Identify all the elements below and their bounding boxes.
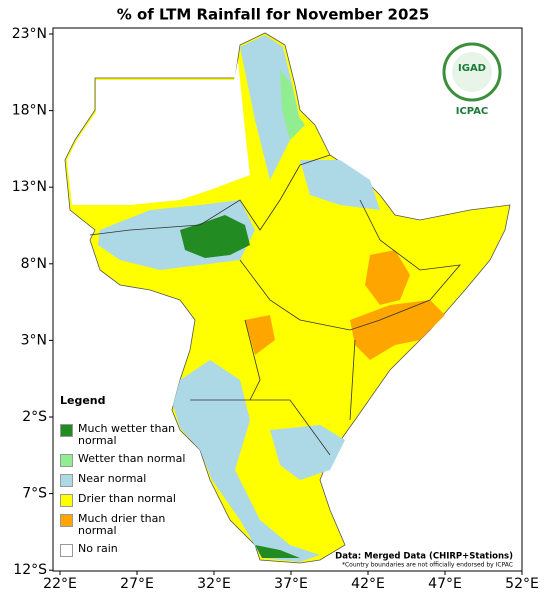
y-tick-label: 18°N — [12, 103, 47, 119]
y-tick-label: 2°S — [22, 409, 47, 425]
disclaimer: *Country boundaries are not officially e… — [342, 562, 513, 569]
much-wetter-south — [255, 545, 300, 558]
much-wetter-west — [180, 215, 250, 258]
logo-caption: ICPAC — [456, 106, 489, 117]
legend-swatch — [60, 494, 73, 507]
near-normal-east — [300, 160, 380, 210]
no-rain-area — [67, 60, 250, 205]
y-tick-label: 3°N — [21, 332, 47, 348]
legend-label: Much wetter than normal — [78, 422, 176, 447]
legend-swatch — [60, 514, 73, 527]
legend-item: Wetter than normal — [60, 453, 190, 467]
y-tick-label: 8°N — [21, 256, 47, 272]
logo-text: IGAD — [458, 63, 486, 74]
legend-label: Wetter than normal — [78, 452, 186, 465]
x-tick-label: 22°E — [43, 576, 77, 592]
legend-item: Much wetter than normal — [60, 423, 190, 447]
x-tick-label: 47°E — [428, 576, 462, 592]
legend-item: No rain — [60, 543, 190, 557]
legend-item: Much drier than normal — [60, 513, 190, 537]
legend-swatch — [60, 454, 73, 467]
x-tick-label: 42°E — [351, 576, 385, 592]
legend-label: Much drier than normal — [78, 512, 166, 537]
borders — [349, 339, 356, 421]
much-drier-southeast — [350, 300, 445, 360]
wetter-north — [280, 70, 305, 140]
legend-item: Near normal — [60, 473, 190, 487]
borders — [239, 199, 461, 331]
legend-swatch — [60, 474, 73, 487]
legend-item: Drier than normal — [60, 493, 190, 507]
near-normal-central — [270, 425, 345, 480]
logo-inner — [452, 52, 492, 92]
near-normal-south — [173, 360, 320, 562]
much-drier-west — [245, 315, 275, 355]
logo: IGAD ICPAC — [442, 42, 502, 117]
y-tick-label: 7°S — [22, 486, 47, 502]
legend-title: Legend — [60, 394, 106, 407]
y-tick-label: 23°N — [12, 26, 47, 42]
near-normal-north — [240, 35, 300, 180]
y-tick-label: 12°S — [13, 562, 47, 578]
title: % of LTM Rainfall for November 2025 — [117, 6, 430, 24]
x-tick-label: 27°E — [120, 576, 154, 592]
legend-swatch — [60, 544, 73, 557]
rainfall-map — [64, 32, 511, 564]
x-tick-label: 52°E — [505, 576, 539, 592]
x-tick-label: 37°E — [274, 576, 308, 592]
x-tick-label: 32°E — [197, 576, 231, 592]
legend-label: Drier than normal — [78, 492, 176, 505]
borders — [190, 399, 331, 456]
y-tick-label: 13°N — [12, 179, 47, 195]
credit: Data: Merged Data (CHIRP+Stations) — [335, 552, 513, 562]
legend: Legend Much wetter than normal Wetter tha… — [60, 394, 190, 563]
legend-label: Near normal — [78, 472, 147, 485]
borders — [89, 154, 331, 236]
legend-swatch — [60, 424, 73, 437]
legend-label: No rain — [78, 542, 118, 555]
borders — [244, 319, 261, 401]
much-drier-east — [365, 250, 410, 305]
